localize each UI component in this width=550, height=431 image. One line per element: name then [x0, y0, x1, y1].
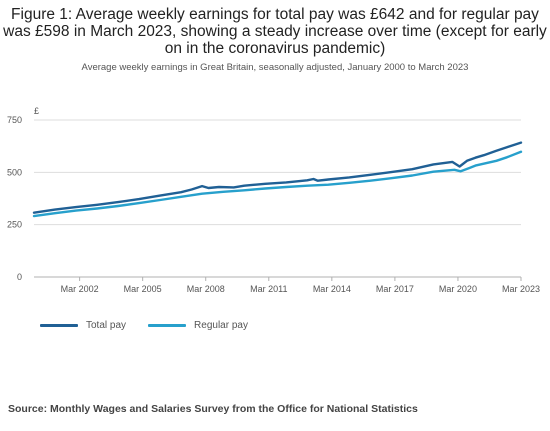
x-tick-label: Mar 2005 — [124, 284, 162, 294]
source-note: Source: Monthly Wages and Salaries Surve… — [8, 403, 418, 415]
x-tick-label: Mar 2017 — [376, 284, 414, 294]
x-tick-label: Mar 2020 — [439, 284, 477, 294]
x-tick-label: Mar 2002 — [61, 284, 99, 294]
chart-subtitle: Average weekly earnings in Great Britain… — [81, 62, 469, 73]
x-tick-label: Mar 2023 — [502, 284, 540, 294]
y-tick-label-0: 0 — [17, 272, 22, 282]
y-tick-label-750: 750 — [7, 115, 22, 125]
legend-item-regular-pay: Regular pay — [148, 320, 248, 331]
legend-item-total-pay: Total pay — [40, 320, 126, 331]
legend-label-total-pay: Total pay — [86, 320, 127, 331]
series-line-total-pay — [32, 141, 523, 214]
legend: Total pay Regular pay — [40, 320, 270, 331]
series-lines — [32, 141, 523, 218]
legend-label-regular-pay: Regular pay — [194, 320, 248, 331]
legend-swatch-regular-pay — [148, 324, 187, 327]
x-tick-label: Mar 2014 — [313, 284, 351, 294]
series-line-regular-pay — [32, 150, 523, 218]
y-tick-label-250: 250 — [7, 220, 22, 230]
chart-title: Figure 1: Average weekly earnings for to… — [3, 6, 547, 57]
x-tick-label: Mar 2011 — [250, 284, 287, 294]
y-unit-label: £ — [34, 106, 39, 116]
legend-swatch-total-pay — [40, 324, 78, 327]
x-tick-label: Mar 2008 — [187, 284, 225, 294]
gridlines — [34, 119, 521, 226]
axes: 0 250 500 750 £ Mar 2002 Mar 2005 Mar 2008 Mar 2… — [7, 106, 540, 294]
y-tick-label-500: 500 — [7, 167, 22, 177]
